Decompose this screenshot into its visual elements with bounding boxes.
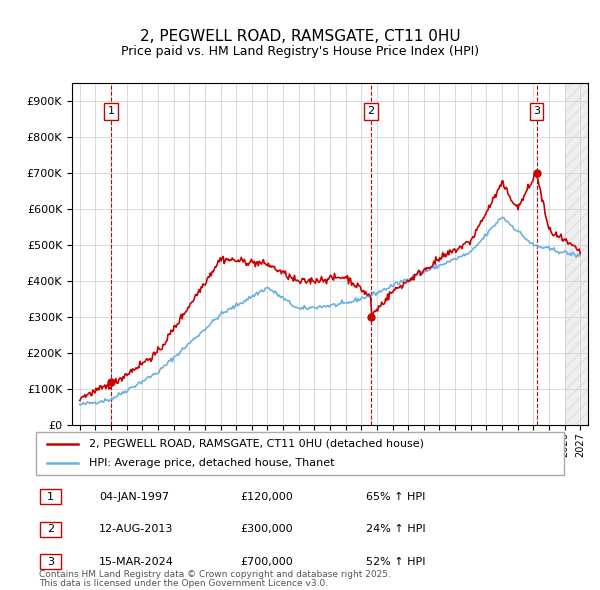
Text: 1: 1 (47, 492, 54, 502)
FancyBboxPatch shape (40, 522, 61, 537)
Text: HPI: Average price, detached house, Thanet: HPI: Average price, detached house, Than… (89, 458, 334, 468)
Text: Contains HM Land Registry data © Crown copyright and database right 2025.: Contains HM Land Registry data © Crown c… (39, 571, 391, 579)
Bar (565, 83, 588, 425)
Text: 2: 2 (47, 525, 54, 534)
Text: 15-MAR-2024: 15-MAR-2024 (99, 557, 174, 566)
Text: 3: 3 (533, 106, 540, 116)
FancyBboxPatch shape (40, 554, 61, 569)
Text: This data is licensed under the Open Government Licence v3.0.: This data is licensed under the Open Gov… (39, 579, 328, 588)
Text: 52% ↑ HPI: 52% ↑ HPI (366, 557, 425, 566)
Text: £120,000: £120,000 (240, 492, 293, 502)
Text: 04-JAN-1997: 04-JAN-1997 (99, 492, 169, 502)
Text: £700,000: £700,000 (240, 557, 293, 566)
Text: £300,000: £300,000 (240, 525, 293, 534)
Text: 65% ↑ HPI: 65% ↑ HPI (366, 492, 425, 502)
FancyBboxPatch shape (40, 489, 61, 504)
Text: 1: 1 (108, 106, 115, 116)
Text: 2, PEGWELL ROAD, RAMSGATE, CT11 0HU: 2, PEGWELL ROAD, RAMSGATE, CT11 0HU (140, 29, 460, 44)
Text: 3: 3 (47, 557, 54, 566)
Text: 12-AUG-2013: 12-AUG-2013 (99, 525, 173, 534)
Text: 2: 2 (367, 106, 374, 116)
FancyBboxPatch shape (36, 432, 564, 475)
Text: 24% ↑ HPI: 24% ↑ HPI (366, 525, 425, 534)
Text: 2, PEGWELL ROAD, RAMSGATE, CT11 0HU (detached house): 2, PEGWELL ROAD, RAMSGATE, CT11 0HU (det… (89, 439, 424, 449)
Text: Price paid vs. HM Land Registry's House Price Index (HPI): Price paid vs. HM Land Registry's House … (121, 45, 479, 58)
